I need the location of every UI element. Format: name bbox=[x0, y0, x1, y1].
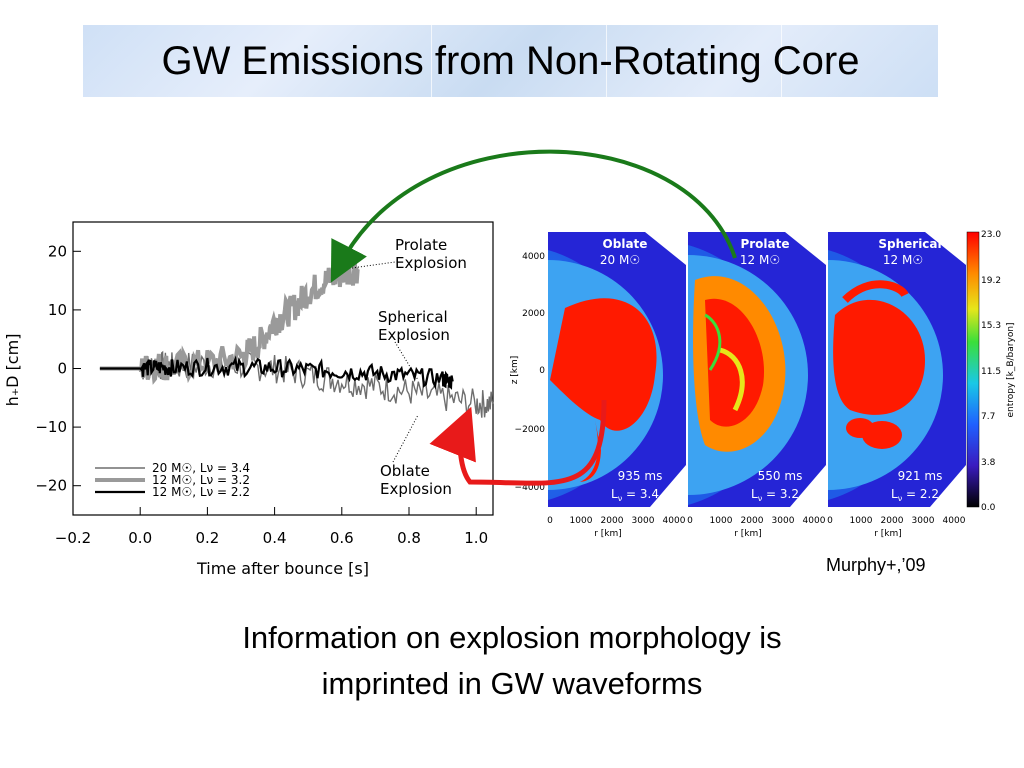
x-tick-label: 0.6 bbox=[330, 529, 354, 547]
series-line-3 bbox=[99, 355, 454, 390]
z-tick: −4000 bbox=[515, 483, 546, 493]
entropy-colorbar bbox=[966, 231, 980, 508]
gw-waveform-chart: −0.2 0.0 0.2 0.4 0.6 0.8 1.0 20 10 0 −10 −20 h₊D [c… bbox=[3, 221, 494, 578]
r-tick: 3000 bbox=[632, 516, 655, 526]
sim-panel-prolate bbox=[688, 232, 826, 507]
r-tick: 4000 bbox=[943, 516, 966, 526]
slide-caption: Information on explosion morphology is i… bbox=[0, 615, 1024, 707]
y-tick-label: 10 bbox=[48, 301, 67, 319]
colorbar-tick: 23.0 bbox=[981, 230, 1001, 240]
legend-entry: 20 M☉, Lν = 3.4 bbox=[152, 461, 250, 475]
r-tick: 4000 bbox=[663, 516, 686, 526]
sim-panel-spherical bbox=[828, 232, 966, 507]
y-tick-label: 0 bbox=[57, 360, 67, 378]
colorbar-tick: 3.8 bbox=[981, 458, 996, 468]
title-seam bbox=[606, 25, 607, 97]
sim-panel-oblate bbox=[548, 232, 686, 507]
r-axis-label: r [km] bbox=[874, 529, 902, 539]
legend-entry: 12 M☉, Lν = 3.2 bbox=[152, 473, 250, 487]
annotation-oblate-line2: Explosion bbox=[380, 480, 452, 498]
y-tick-label: −20 bbox=[35, 477, 67, 495]
title-bar: GW Emissions from Non-Rotating Core bbox=[83, 25, 938, 97]
panel-time-prolate: 550 ms bbox=[758, 469, 803, 483]
r-tick: 1000 bbox=[850, 516, 873, 526]
x-tick-label: 0.8 bbox=[397, 529, 421, 547]
z-tick: 4000 bbox=[522, 252, 545, 262]
colorbar-tick: 11.5 bbox=[981, 367, 1001, 377]
x-tick-label: 1.0 bbox=[464, 529, 488, 547]
panel-lum-spherical: Lν = 2.2 bbox=[891, 487, 939, 503]
annotation-spherical-line1: Spherical bbox=[378, 308, 448, 326]
r-tick: 3000 bbox=[772, 516, 795, 526]
r-tick: 1000 bbox=[710, 516, 733, 526]
annotation-spherical: Spherical Explosion bbox=[378, 308, 450, 381]
x-tick-label: 0.2 bbox=[195, 529, 219, 547]
annotation-oblate: Oblate Explosion bbox=[380, 414, 452, 498]
r-tick: 0 bbox=[547, 516, 553, 526]
entropy-simulation-panels: Oblate 20 M☉ Prolate 12 M☉ Spherical 12 … bbox=[510, 230, 1016, 539]
r-tick: 2000 bbox=[601, 516, 624, 526]
x-tick-label: −0.2 bbox=[55, 529, 91, 547]
z-tick: −2000 bbox=[515, 425, 546, 435]
slide-title: GW Emissions from Non-Rotating Core bbox=[161, 38, 860, 83]
r-axis-label: r [km] bbox=[594, 529, 622, 539]
colorbar-tick: 15.3 bbox=[981, 321, 1001, 331]
colorbar-tick: 19.2 bbox=[981, 276, 1001, 286]
r-tick: 0 bbox=[687, 516, 693, 526]
panel-mass-prolate: 12 M☉ bbox=[740, 253, 780, 267]
r-axis-label: r [km] bbox=[734, 529, 762, 539]
caption-line: Information on explosion morphology is bbox=[242, 620, 782, 655]
x-tick-label: 0.0 bbox=[128, 529, 152, 547]
z-tick: 2000 bbox=[522, 309, 545, 319]
panel-time-oblate: 935 ms bbox=[618, 469, 663, 483]
panel-lum-oblate: Lν = 3.4 bbox=[611, 487, 659, 503]
panel-mass-spherical: 12 M☉ bbox=[883, 253, 923, 267]
y-tick-label: 20 bbox=[48, 242, 67, 260]
x-axis-label: Time after bounce [s] bbox=[196, 559, 369, 578]
panel-mass-oblate: 20 M☉ bbox=[600, 253, 640, 267]
r-tick: 2000 bbox=[881, 516, 904, 526]
y-axis-label: h₊D [cm] bbox=[3, 334, 22, 407]
chart-legend: 20 M☉, Lν = 3.412 M☉, Lν = 3.212 M☉, Lν … bbox=[95, 461, 250, 499]
r-tick: 3000 bbox=[912, 516, 935, 526]
panel-time-spherical: 921 ms bbox=[898, 469, 943, 483]
title-seam bbox=[781, 25, 782, 97]
z-axis-label: z [km] bbox=[510, 356, 520, 385]
citation: Murphy+,’09 bbox=[826, 555, 926, 575]
r-tick: 0 bbox=[827, 516, 833, 526]
y-tick-label: −10 bbox=[35, 418, 67, 436]
panel-title-oblate: Oblate bbox=[603, 237, 648, 251]
caption-line: imprinted in GW waveforms bbox=[321, 666, 703, 701]
panel-lum-prolate: Lν = 3.2 bbox=[751, 487, 799, 503]
title-seam bbox=[431, 25, 432, 97]
annotation-spherical-line2: Explosion bbox=[378, 326, 450, 344]
r-tick: 4000 bbox=[803, 516, 826, 526]
r-tick: 2000 bbox=[741, 516, 764, 526]
annotation-prolate-line1: Prolate bbox=[395, 236, 447, 254]
legend-entry: 12 M☉, Lν = 2.2 bbox=[152, 485, 250, 499]
annotation-prolate-line2: Explosion bbox=[395, 254, 467, 272]
panel-title-prolate: Prolate bbox=[740, 237, 789, 251]
r-tick: 1000 bbox=[570, 516, 593, 526]
z-tick: 0 bbox=[539, 366, 545, 376]
colorbar-label: entropy [k_B/baryon] bbox=[1006, 322, 1016, 417]
annotation-oblate-line1: Oblate bbox=[380, 462, 430, 480]
colorbar-tick: 7.7 bbox=[981, 412, 995, 422]
panel-title-spherical: Spherical bbox=[878, 237, 941, 251]
x-tick-label: 0.4 bbox=[263, 529, 287, 547]
colorbar-tick: 0.0 bbox=[981, 503, 996, 513]
